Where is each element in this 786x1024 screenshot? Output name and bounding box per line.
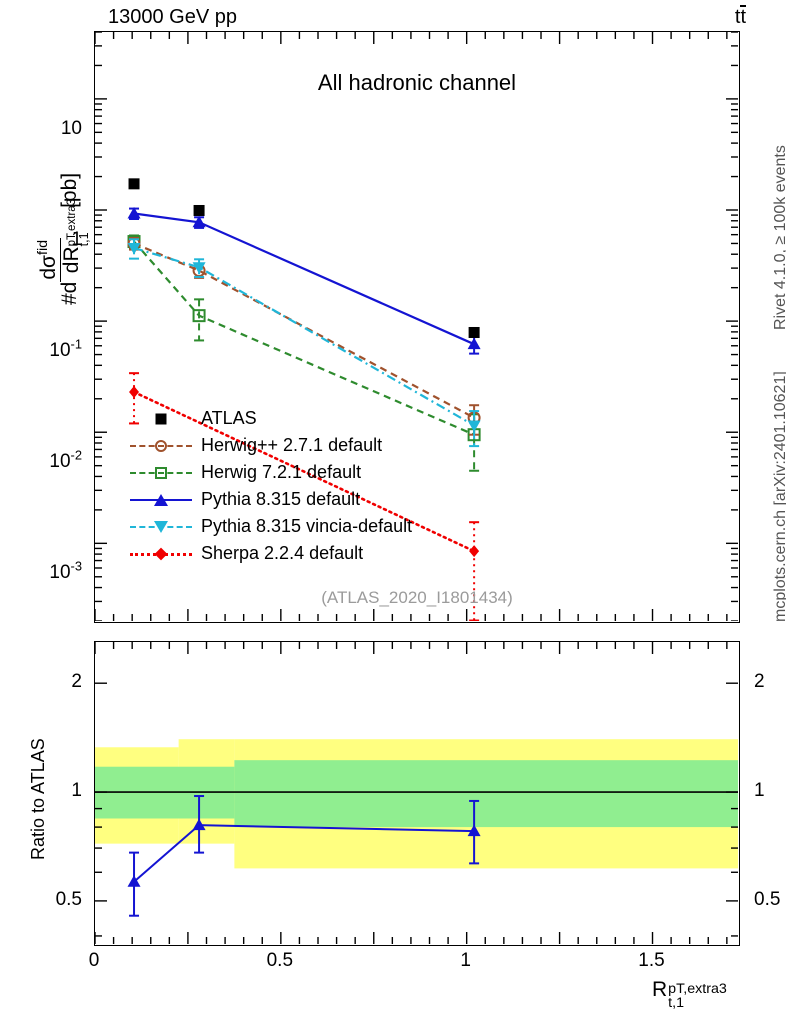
legend-key-herwigpp xyxy=(130,436,192,456)
legend-label: Herwig++ 2.7.1 default xyxy=(201,435,383,455)
header-process-label: tt xyxy=(734,5,746,28)
series-atlas xyxy=(128,178,480,338)
ratio-y-tick-label: 2 xyxy=(71,671,82,693)
green-band xyxy=(234,760,739,828)
x-tick-label: 1 xyxy=(460,950,471,971)
legend-key-atlas xyxy=(130,409,192,429)
legend-label: Pythia 8.315 default xyxy=(201,489,361,509)
ratio-axis-title: Ratio to ATLAS xyxy=(28,738,48,860)
x-tick-label: 1.5 xyxy=(638,950,665,971)
y-tick-label: 10-2 xyxy=(49,447,82,473)
legend-marker-triangle-up xyxy=(154,493,168,506)
main-plot-svg xyxy=(95,32,738,622)
ratio-series-pythia-8-315-default xyxy=(127,795,481,917)
y-axis-denominator: dR xyxy=(60,246,84,274)
x-tick-labels: 0 0.5 1 1.5 xyxy=(0,950,786,980)
legend-item: ATLAS xyxy=(130,405,412,432)
legend: ATLAS Herwig++ 2.7.1 default Herwig 7.2.1 … xyxy=(130,405,412,567)
main-plot-frame xyxy=(94,31,740,623)
y-axis-title-prefix: #d xyxy=(58,281,82,305)
x-tick-label: 0.5 xyxy=(266,950,294,971)
legend-item: Herwig++ 2.7.1 default xyxy=(130,432,412,459)
y-axis-title: #d dσfid dR pT,extra3 t,1 [pb] xyxy=(35,172,92,305)
rivet-version-label: Rivet 4.1.0, ≥ 100k events xyxy=(772,145,786,330)
y-tick-label: 10-1 xyxy=(49,336,82,362)
y-axis-numerator: dσ xyxy=(37,255,60,280)
x-axis-title: R pT,extra3 t,1 xyxy=(652,978,727,1011)
ratio-plot-svg xyxy=(95,642,739,944)
legend-marker-triangle-down xyxy=(154,520,168,533)
mcplots-source-label: mcplots.cern.ch [arXiv:2401.10621] xyxy=(772,371,786,622)
legend-label: Herwig 7.2.1 default xyxy=(201,462,362,482)
header-beam-label: 13000 GeV pp xyxy=(108,6,237,28)
y-axis-numerator-sup: fid xyxy=(35,239,51,255)
dataset-watermark: (ATLAS_2020_I1801434) xyxy=(321,588,513,607)
ratio-y-tick-label: 1 xyxy=(71,780,82,802)
legend-line xyxy=(130,471,192,474)
x-axis-title-base: R xyxy=(652,978,668,1001)
legend-marker-circle-open xyxy=(155,439,167,452)
legend-label: ATLAS xyxy=(201,408,257,428)
series-pythia-8-315-vincia-default xyxy=(127,238,481,448)
ratio-y-tick-labels-left: 2 1 0.5 xyxy=(0,641,88,946)
ratio-y-tick-label: 2 xyxy=(754,671,765,693)
legend-marker-square-open xyxy=(155,466,167,479)
y-tick-label: 10-3 xyxy=(49,559,82,584)
legend-item: Pythia 8.315 default xyxy=(130,486,412,513)
main-plot-area xyxy=(95,32,739,622)
legend-label: Pythia 8.315 vincia-default xyxy=(201,516,413,536)
legend-item: Herwig 7.2.1 default xyxy=(130,459,412,486)
legend-marker-diamond xyxy=(154,547,168,560)
legend-item: Sherpa 2.2.4 default xyxy=(130,540,412,567)
ratio-y-tick-labels-right: 2 1 0.5 xyxy=(746,641,786,946)
ratio-plot-frame xyxy=(94,641,740,946)
legend-item: Pythia 8.315 vincia-default xyxy=(130,513,412,540)
ratio-y-tick-label: 1 xyxy=(754,780,765,802)
legend-label: Sherpa 2.2.4 default xyxy=(201,543,364,563)
y-tick-label: 10 xyxy=(60,117,82,139)
legend-key-pythia xyxy=(130,490,192,510)
ratio-plot-area xyxy=(95,642,739,945)
y-tick-label: 1 xyxy=(71,229,82,250)
main-y-tick-labels: 10 1 10-1 10-2 10-3 xyxy=(0,31,88,623)
legend-key-sherpa xyxy=(130,544,192,564)
legend-marker-square-filled xyxy=(155,413,167,424)
series-pythia-8-315-default xyxy=(127,207,481,355)
ratio-y-tick-label: 0.5 xyxy=(55,888,82,910)
series-sherpa-2-2-4-default xyxy=(129,372,480,622)
x-tick-label: 0 xyxy=(88,950,100,971)
ratio-y-tick-label: 0.5 xyxy=(754,888,781,910)
channel-title: All hadronic channel xyxy=(317,70,517,95)
legend-key-vincia xyxy=(130,517,192,537)
legend-key-herwig7 xyxy=(130,463,192,483)
